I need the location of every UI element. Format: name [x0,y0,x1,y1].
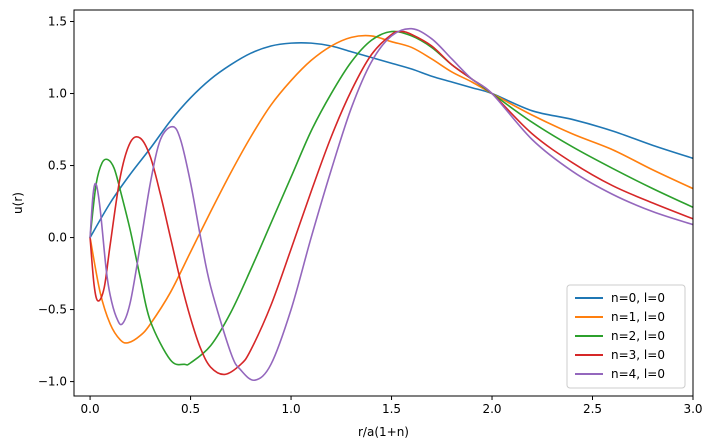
y-axis-label: u(r) [11,192,25,214]
y-tick-label: −0.5 [38,303,67,317]
y-axis: −1.0 −0.5 0.0 0.5 1.0 1.5 [38,15,74,389]
x-tick-label: 1.0 [282,402,301,416]
x-axis-label: r/a(1+n) [358,425,409,439]
series-line-n1 [89,34,693,344]
plot-frame [73,9,694,397]
x-tick-label: 2.0 [482,402,501,416]
y-tick-label: −1.0 [38,375,67,389]
legend-label: n=1, l=0 [611,310,665,324]
x-tick-label: 0.0 [81,402,100,416]
legend-label: n=4, l=0 [611,367,665,381]
x-tick-label: 2.5 [583,402,602,416]
x-axis: 0.0 0.5 1.0 1.5 2.0 2.5 3.0 [81,396,703,416]
series-line-n4 [89,27,693,381]
y-tick-label: 1.0 [48,87,67,101]
y-tick-label: 0.0 [48,231,67,245]
legend-box [566,284,686,389]
legend: n=0, l=0 n=1, l=0 n=2, l=0 n=3, l=0 n=4, l=0 [566,284,686,389]
x-tick-label: 3.0 [683,402,702,416]
series-layer [89,27,693,381]
legend-label: n=2, l=0 [611,329,665,343]
series-line-n0 [89,41,693,239]
x-tick-label: 1.5 [382,402,401,416]
x-tick-label: 0.5 [181,402,200,416]
y-tick-label: 0.5 [48,159,67,173]
legend-label: n=3, l=0 [611,348,665,362]
legend-label: n=0, l=0 [611,291,665,305]
y-tick-label: 1.5 [48,15,67,29]
